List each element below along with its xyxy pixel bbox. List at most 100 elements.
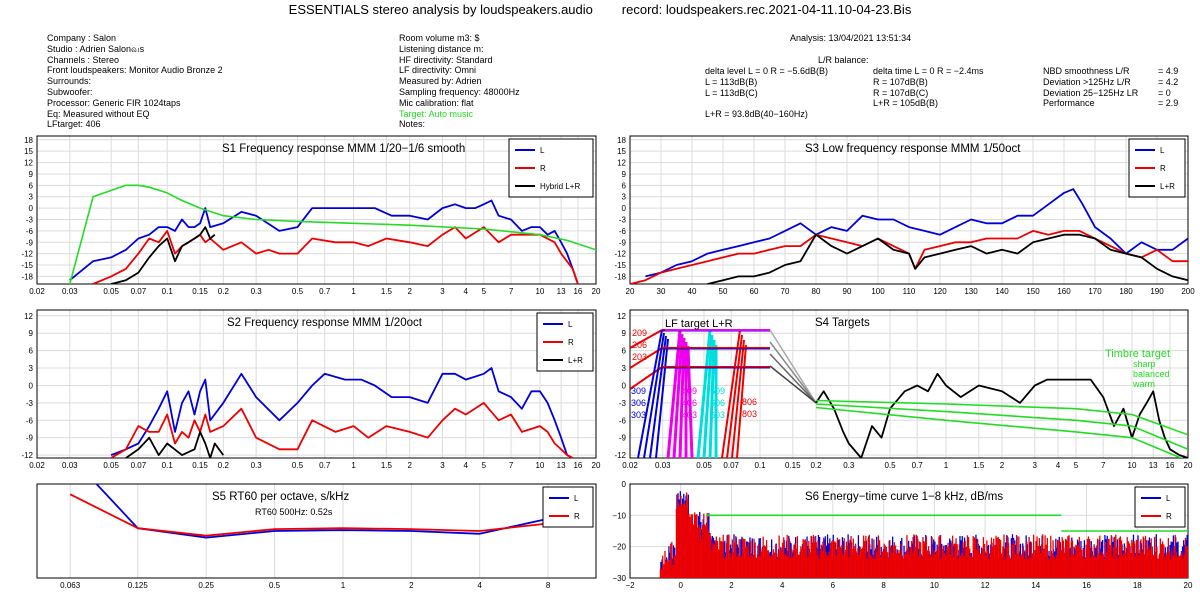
s5-plot-area xyxy=(69,484,549,539)
processor-line: Processor: Generic FIR 1024taps xyxy=(47,97,181,108)
s6-xtick-label: 12 xyxy=(981,581,990,590)
lf-directivity-line: LF directivity: Omni xyxy=(399,65,477,76)
s1-ytick-label: 15 xyxy=(24,147,33,156)
s3-ytick-label: -6 xyxy=(619,227,627,236)
s2-series-l-r xyxy=(125,430,225,458)
s4-xtick-label: 0.03 xyxy=(655,461,671,470)
s5-frame xyxy=(36,483,597,579)
s4-ytick-label: -12 xyxy=(614,451,626,460)
s4-lf-magenta xyxy=(686,345,694,458)
s1-plot-area xyxy=(68,184,596,284)
s1-xtick-label: 0.07 xyxy=(131,287,147,296)
s4-xtick-label: 10 xyxy=(1128,461,1137,470)
s4-magenta-label: 403 xyxy=(682,410,697,420)
s4-magenta-label: 409 xyxy=(682,386,697,396)
s4-ytick-label: -9 xyxy=(619,434,627,443)
s3-ytick-label: 3 xyxy=(622,193,627,202)
s4-lf-cyan xyxy=(708,339,716,458)
s6-ytick-label: 0 xyxy=(622,480,627,489)
studio-line: Studio : Adrien Salonவs xyxy=(47,43,145,54)
s3-ytick-label: 6 xyxy=(622,181,627,190)
s4-timbre-balanced: balanced xyxy=(1133,369,1170,379)
s1-ytick-label: -15 xyxy=(21,261,33,270)
s1-series-l xyxy=(69,199,579,284)
s3-xtick-label: 50 xyxy=(719,287,728,296)
s4-frame xyxy=(629,309,1189,459)
s4-blue-label: 306 xyxy=(631,398,646,408)
s4-timbre-warm: warm xyxy=(1132,379,1155,389)
s4-series-timbre-warm xyxy=(815,406,1184,458)
s4-lf-blue xyxy=(649,335,667,458)
s1-xtick-label: 0.15 xyxy=(192,287,208,296)
s4-chart: 0.02 0.03 0.05 0.07 0.1 0.15 0.2 0.3 0.5 0.7 1 1.5 2… xyxy=(614,309,1193,470)
s2-xtick-label: 2 xyxy=(407,461,412,470)
s4-lf-cyan xyxy=(702,334,714,458)
s4-lf-red-right xyxy=(721,329,741,458)
s4-magenta-label: 406 xyxy=(682,398,697,408)
s1-ytick-label: 3 xyxy=(29,193,34,202)
s4-blue-label: 303 xyxy=(631,410,646,420)
s4-lf-blue xyxy=(643,332,665,458)
s1-xtick-label: 16 xyxy=(573,287,582,296)
s1-xtick-label: 0.3 xyxy=(251,287,263,296)
s2-xtick-label: 0.07 xyxy=(131,461,147,470)
deviation-lf-label: Deviation 25−125Hz LR xyxy=(1043,87,1139,98)
s3-xtick-label: 30 xyxy=(657,287,666,296)
s2-xtick-label: 0.2 xyxy=(218,461,230,470)
s5-series-r xyxy=(69,493,549,537)
s4-xtick-label: 0.7 xyxy=(912,461,924,470)
nbd-labels: NBD smoothness L/R Deviation >125Hz L/R … xyxy=(1043,66,1138,109)
target-line: Target: Auto music xyxy=(399,108,474,119)
header-col2: Room volume m3: $ Listening distance m: … xyxy=(399,33,520,130)
s4-series-timbre-sharp xyxy=(815,399,1188,436)
s4-cyan-label: 603 xyxy=(710,410,725,420)
s5-title: S5 RT60 per octave, s/kHz xyxy=(212,491,349,503)
s2-ytick-label: 9 xyxy=(29,329,34,338)
notes-line: Notes: xyxy=(399,119,426,130)
s3-series-l-r xyxy=(707,233,1188,284)
s3-ytick-label: -9 xyxy=(619,238,627,247)
s1-xtick-label: 0.05 xyxy=(103,287,119,296)
s3-plot-area xyxy=(630,188,1188,284)
s3-chart: 20 30 40 50 60 70 80 90 100 110 120 130 140 150 160 170… xyxy=(614,135,1195,296)
delta-time: delta time L = 0 R = −2.4ms xyxy=(873,66,984,76)
mic-calibration-line: Mic calibration: flat xyxy=(399,97,474,108)
s3-xtick-label: 20 xyxy=(626,287,635,296)
s3-xtick-label: 100 xyxy=(871,287,885,296)
s2-xtick-label: 0.05 xyxy=(103,461,119,470)
page-title: ESSENTIALS stereo analysis by loudspeake… xyxy=(288,2,912,17)
s4-timbre-sharp: sharp xyxy=(1133,359,1156,369)
s1-ytick-label: 12 xyxy=(24,159,33,168)
s2-xtick-label: 13 xyxy=(557,461,566,470)
s4-ytick-label: 6 xyxy=(622,347,627,356)
s1-xtick-label: 0.5 xyxy=(292,287,304,296)
s2-ytick-label: 6 xyxy=(29,347,34,356)
s1-chart: 0.02 0.03 0.05 0.07 0.1 0.15 0.2 0.3 0.5 0.7 1 1.5 2… xyxy=(21,135,601,296)
s4-lf-cyan xyxy=(696,329,712,458)
s1-ytick-label: -3 xyxy=(26,215,34,224)
s3-ytick-label: 18 xyxy=(617,136,626,145)
s4-xtick-label: 4 xyxy=(1056,461,1061,470)
s3-frame xyxy=(629,135,1189,285)
s1-title: S1 Frequency response MMM 1/20−1/6 smoot… xyxy=(222,143,465,155)
s4-lf-slope xyxy=(769,353,817,404)
s5-legend: LR xyxy=(542,486,594,528)
s4-lf-red-right xyxy=(736,344,747,458)
s2-xtick-label: 7 xyxy=(509,461,514,470)
s6-ytick-label: −10 xyxy=(612,511,626,520)
s5-xtick-label: 2 xyxy=(409,581,414,590)
s4-xtick-label: 0.1 xyxy=(754,461,766,470)
lr-balance-title: L/R balance: xyxy=(818,55,869,65)
s4-xtick-label: 13 xyxy=(1149,461,1158,470)
s1-xtick-label: 13 xyxy=(557,287,566,296)
s1-series-target xyxy=(68,184,596,284)
s4-xtick-label: 0.02 xyxy=(622,461,638,470)
s6-xtick-label: 8 xyxy=(881,581,886,590)
s4-ytick-label: 0 xyxy=(622,381,627,390)
s2-frame xyxy=(36,309,597,459)
s4-timbre-title: Timbre target xyxy=(1105,348,1170,360)
s4-xtick-label: 7 xyxy=(1101,461,1106,470)
s2-xtick-label: 16 xyxy=(573,461,582,470)
s2-xtick-label: 1 xyxy=(351,461,356,470)
